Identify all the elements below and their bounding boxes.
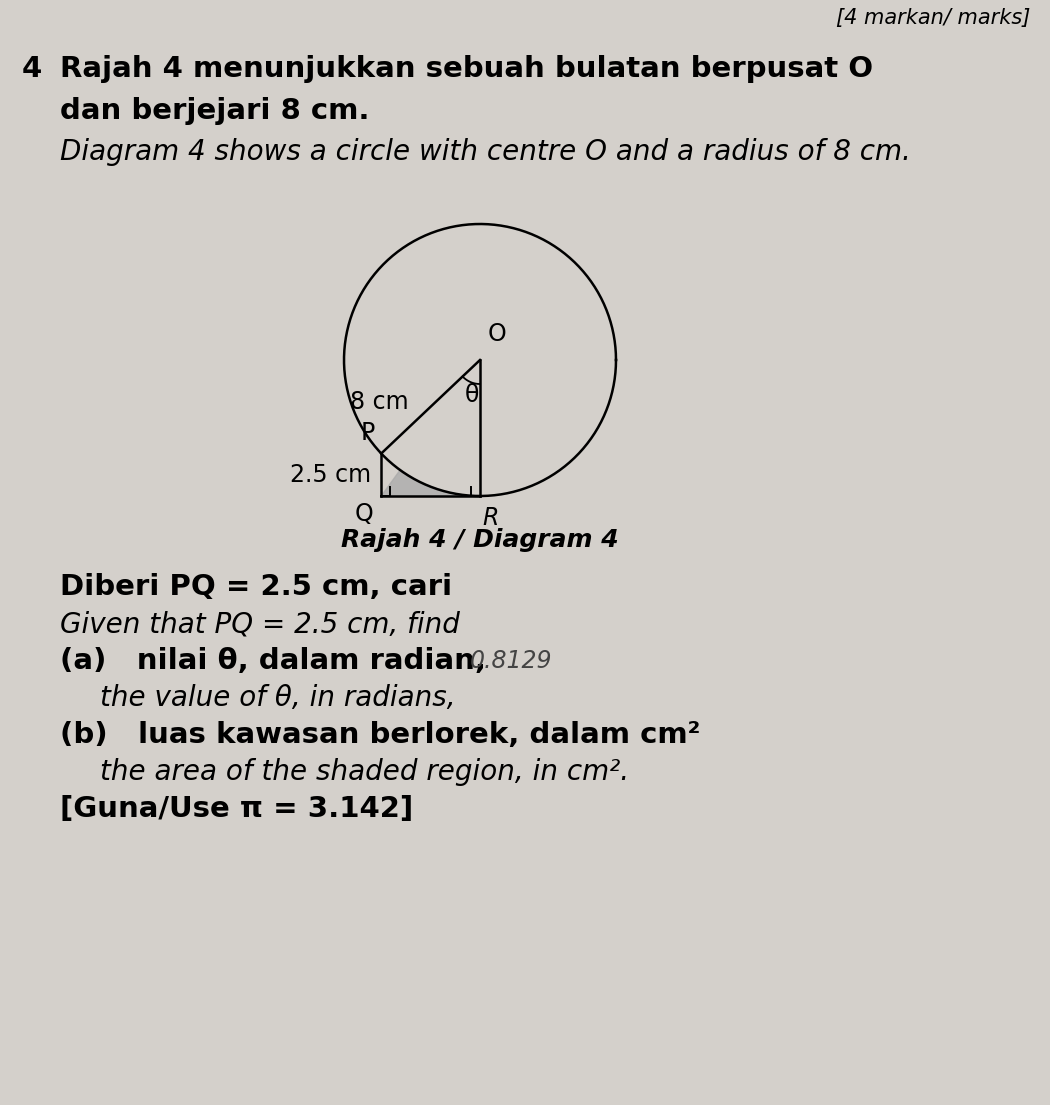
Text: 2.5 cm: 2.5 cm	[290, 463, 372, 486]
Text: [Guna/Use π = 3.142]: [Guna/Use π = 3.142]	[60, 794, 414, 823]
Text: P: P	[361, 421, 375, 445]
Text: θ: θ	[465, 383, 480, 407]
Text: (b)   luas kawasan berlorek, dalam cm²: (b) luas kawasan berlorek, dalam cm²	[60, 720, 700, 749]
Text: [4 markan/ marks]: [4 markan/ marks]	[836, 8, 1030, 28]
Text: Diberi PQ = 2.5 cm, cari: Diberi PQ = 2.5 cm, cari	[60, 573, 453, 601]
Text: O: O	[488, 322, 507, 346]
Text: Given that PQ = 2.5 cm, find: Given that PQ = 2.5 cm, find	[60, 610, 460, 638]
Polygon shape	[381, 470, 480, 496]
Text: the area of the shaded region, in cm².: the area of the shaded region, in cm².	[100, 758, 629, 786]
Text: dan berjejari 8 cm.: dan berjejari 8 cm.	[60, 97, 370, 125]
Text: (a)   nilai θ, dalam radian,: (a) nilai θ, dalam radian,	[60, 648, 486, 675]
Text: 0.8129: 0.8129	[470, 649, 552, 673]
Text: the value of θ, in radians,: the value of θ, in radians,	[100, 684, 456, 712]
Text: Diagram 4 shows a circle with centre O and a radius of 8 cm.: Diagram 4 shows a circle with centre O a…	[60, 138, 911, 166]
Text: Rajah 4 / Diagram 4: Rajah 4 / Diagram 4	[341, 528, 618, 552]
Text: Q: Q	[355, 502, 373, 526]
Text: Rajah 4 menunjukkan sebuah bulatan berpusat O: Rajah 4 menunjukkan sebuah bulatan berpu…	[60, 55, 874, 83]
Text: 4: 4	[22, 55, 42, 83]
Text: 8 cm: 8 cm	[350, 390, 408, 413]
Text: R: R	[482, 506, 499, 530]
